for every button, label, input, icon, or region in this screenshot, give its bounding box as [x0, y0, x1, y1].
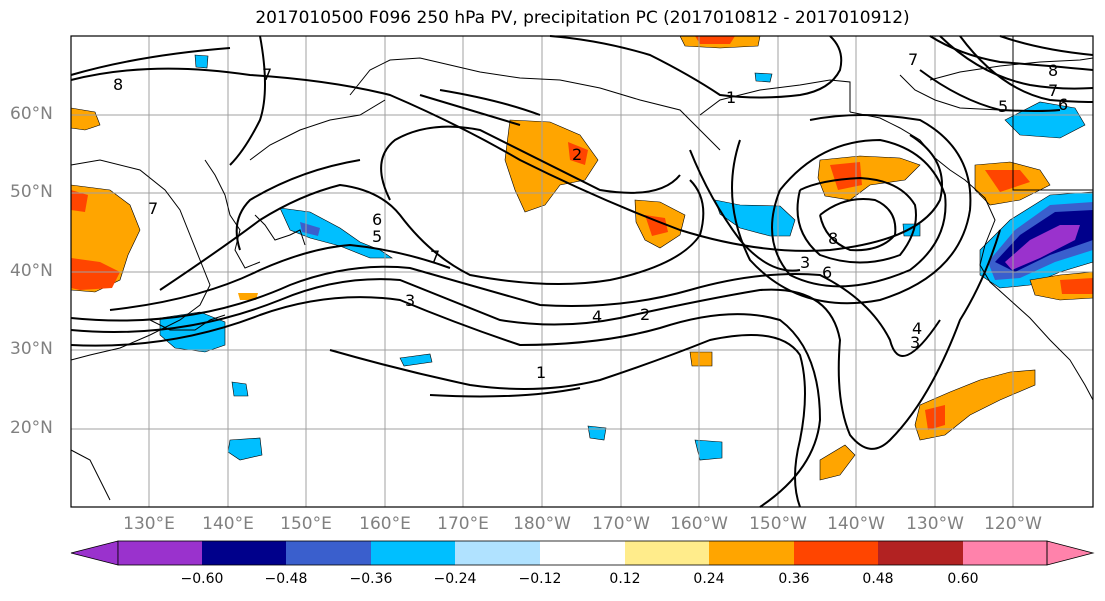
- lat-label: 30°N: [10, 339, 53, 359]
- contour-label: 3: [910, 333, 920, 352]
- colorbar-extend-high: [1046, 540, 1095, 566]
- precip-negative-japan: [279, 207, 393, 259]
- lon-label: 130°W: [906, 514, 964, 534]
- contour-label: 1: [726, 88, 736, 107]
- precip-negative-pnw-4: [1005, 225, 1080, 270]
- contour-label: 3: [405, 291, 415, 310]
- colorbar-tick-label: 0.60: [947, 571, 979, 587]
- map-panel: 8 7 1 8 7 5 6 2 6 5 7 3 8 3 6 4 2 1 3 4 …: [70, 35, 1094, 508]
- lon-label: 160°E: [359, 514, 411, 534]
- contour-label: 5: [372, 227, 382, 246]
- precip-negative-blob-7: [754, 72, 773, 83]
- coastlines: [70, 36, 1094, 501]
- contour-label: 8: [828, 229, 838, 248]
- precip-strong-bering: [568, 142, 588, 165]
- precip-strong-gulf: [830, 162, 862, 190]
- contour-label: 7: [1048, 81, 1058, 100]
- lon-label: 120°W: [984, 514, 1042, 534]
- colorbar-tick-label: 0.36: [778, 571, 810, 587]
- lon-label: 170°W: [592, 514, 650, 534]
- precip-strong-coast: [985, 170, 1030, 192]
- lon-label: 160°W: [670, 514, 728, 534]
- colorbar-tick-label: 0.24: [693, 571, 725, 587]
- contour-label: 7: [148, 199, 158, 218]
- colorbar-tick-label: −0.36: [349, 571, 393, 587]
- colorbar: [70, 540, 1095, 566]
- lat-label: 20°N: [10, 418, 53, 438]
- precip-negative-blob-2: [694, 439, 723, 461]
- contour-label: 7: [262, 65, 272, 84]
- contour-label: 7: [908, 50, 918, 69]
- lon-label: 140°W: [827, 514, 885, 534]
- colorbar-tick-label: −0.12: [518, 571, 562, 587]
- map-title: 2017010500 F096 250 hPa PV, precipitatio…: [255, 8, 910, 28]
- lon-label: 170°E: [437, 514, 489, 534]
- lat-label: 40°N: [10, 261, 53, 281]
- contour-label: 8: [113, 75, 123, 94]
- precip-strong-north: [695, 36, 735, 44]
- contour-label: 6: [372, 210, 382, 229]
- contour-label: 5: [998, 97, 1008, 116]
- lat-label: 60°N: [10, 104, 53, 124]
- colorbar-tick-label: 0.48: [862, 571, 894, 587]
- colorbar-tick-label: −0.24: [433, 571, 477, 587]
- precip-positive-blob-2: [238, 293, 258, 300]
- precip-strong-asia: [71, 258, 120, 290]
- lon-label: 150°W: [749, 514, 807, 534]
- contour-label: 1: [536, 363, 546, 382]
- precip-positive-south: [819, 444, 856, 481]
- precip-strong-asia-2: [71, 190, 88, 212]
- precip-negative-blob-6: [194, 54, 209, 69]
- contour-label: 4: [912, 319, 922, 338]
- colorbar-tick-label: 0.12: [609, 571, 641, 587]
- precip-negative-blob-3: [587, 425, 607, 441]
- graticule: [71, 36, 1093, 507]
- precip-negative-blob-5: [399, 353, 433, 367]
- contour-label: 2: [572, 145, 582, 164]
- contour-label: 2: [640, 305, 650, 324]
- precip-negative-blob-4: [231, 381, 249, 397]
- contour-label: 4: [592, 307, 602, 326]
- contour-label: 8: [1048, 61, 1058, 80]
- contour-label: 6: [1058, 95, 1068, 114]
- colorbar-extend-low: [70, 540, 119, 566]
- lon-label: 140°E: [202, 514, 254, 534]
- precip-positive-blob-1: [689, 351, 713, 367]
- contour-label: 6: [822, 263, 832, 282]
- pv-contours: [70, 35, 1094, 508]
- lat-label: 50°N: [10, 182, 53, 202]
- colorbar-tick-label: −0.60: [180, 571, 224, 587]
- contour-labels: 8 7 1 8 7 5 6 2 6 5 7 3 8 3 6 4 2 1 3 4 …: [113, 50, 1068, 382]
- lon-label: 130°E: [123, 514, 175, 534]
- lon-label: 150°E: [280, 514, 332, 534]
- precip-strong-swus: [1060, 278, 1093, 294]
- colorbar-tick-label: −0.48: [264, 571, 308, 587]
- contour-label: 7: [430, 247, 440, 266]
- precip-negative-japan-core: [300, 222, 320, 236]
- contour-label: 3: [800, 253, 810, 272]
- lon-label: 180°W: [513, 514, 571, 534]
- precip-strong-central: [645, 215, 668, 236]
